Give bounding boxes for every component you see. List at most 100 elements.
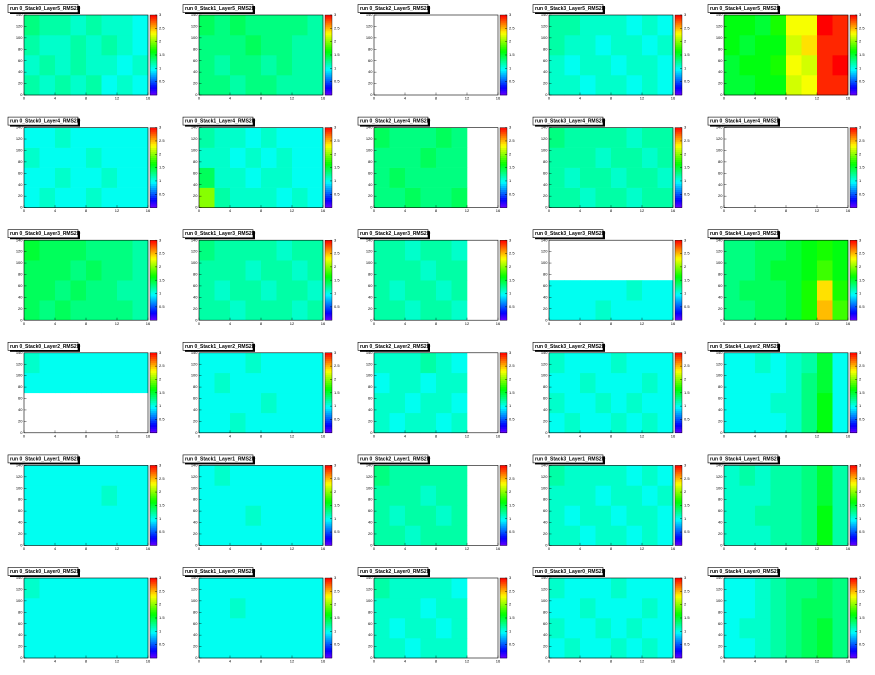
colorbar-band (500, 256, 507, 259)
colorbar-band (325, 384, 332, 388)
colorbar-band (675, 487, 682, 490)
colorbar-band (150, 519, 157, 522)
heat-cell (626, 638, 643, 659)
colorbar-band (325, 87, 332, 90)
colorbar-band (150, 527, 157, 530)
colorbar-band (150, 31, 157, 34)
heat-cell (832, 55, 849, 76)
colorbar-band (850, 422, 857, 426)
colorbar-band (850, 29, 857, 32)
colorbar-band (675, 167, 682, 170)
colorbar-tick-label: 1.5 (334, 52, 340, 57)
colorbar-band (500, 644, 507, 647)
colorbar-tick-label: 1.5 (509, 277, 515, 282)
colorbar-band (325, 479, 332, 482)
colorbar-band (325, 527, 332, 530)
heat-cell (24, 638, 40, 659)
colorbar-band (500, 370, 507, 374)
heat-cell (230, 187, 246, 208)
colorbar-band (850, 535, 857, 538)
x-tick-label: 8 (785, 208, 788, 213)
colorbar-band (150, 51, 157, 54)
heat-cell (214, 392, 231, 414)
heat-cell (755, 525, 771, 546)
x-tick-label: 0 (548, 659, 551, 664)
colorbar-band (675, 618, 682, 621)
colorbar-band (500, 290, 507, 293)
colorbar-band (500, 87, 507, 90)
colorbar-band (325, 163, 332, 166)
heat-cell (55, 280, 71, 301)
colorbar-band (325, 491, 332, 494)
heat-cell (39, 505, 56, 526)
heat-cell (755, 465, 771, 486)
colorbar-band (500, 497, 507, 500)
heat-cell (817, 352, 833, 374)
heat-cell (420, 525, 437, 546)
colorbar-band (675, 258, 682, 261)
y-tick-label: 40 (368, 69, 373, 74)
colorbar-band (500, 157, 507, 160)
heat-cell (374, 240, 390, 261)
heat-cell (420, 187, 437, 208)
heat-cell (70, 35, 87, 56)
colorbar-band (150, 89, 157, 92)
colorbar-band (150, 27, 157, 30)
colorbar-band (675, 412, 682, 416)
colorbar-band (850, 75, 857, 78)
heat-cell (117, 598, 133, 619)
heat-cell (70, 598, 87, 619)
y-tick-label: 20 (543, 418, 548, 423)
y-tick-label: 100 (16, 35, 23, 40)
colorbar-band (325, 390, 332, 394)
colorbar-band (675, 652, 682, 655)
colorbar-band (850, 362, 857, 366)
colorbar-band (500, 167, 507, 170)
colorbar-band (675, 612, 682, 615)
heat-cell (724, 35, 740, 56)
heat-cell (261, 618, 277, 639)
y-tick-label: 100 (16, 373, 23, 378)
heat-cell (657, 127, 674, 148)
heat-cell (24, 240, 40, 261)
heat-cell (801, 352, 818, 374)
colorbar-band (675, 422, 682, 426)
colorbar-band (850, 256, 857, 259)
colorbar-tick-label: 0.5 (334, 417, 340, 422)
colorbar-band (325, 596, 332, 599)
colorbar-tick-label: 2 (684, 602, 687, 607)
y-tick-label: 80 (718, 497, 723, 502)
colorbar-band (850, 33, 857, 36)
colorbar-band (150, 163, 157, 166)
heat-cell (276, 485, 293, 506)
colorbar-band (325, 519, 332, 522)
colorbar-band (675, 302, 682, 305)
colorbar-band (325, 127, 332, 130)
colorbar-band (150, 292, 157, 295)
colorbar-band (500, 306, 507, 309)
y-tick-label: 120 (16, 23, 23, 28)
heat-cell (832, 485, 849, 506)
colorbar-band (850, 646, 857, 649)
heat-cell (276, 280, 293, 301)
heat-cell (564, 35, 581, 56)
colorbar-band (850, 159, 857, 162)
colorbar-band (325, 509, 332, 512)
colorbar-band (150, 644, 157, 647)
heat-cell (770, 525, 787, 546)
colorbar-band (500, 596, 507, 599)
colorbar-band (150, 539, 157, 542)
colorbar-band (675, 620, 682, 623)
colorbar-band (325, 632, 332, 635)
heat-cell (626, 147, 643, 168)
colorbar-band (500, 402, 507, 406)
heat-cell (451, 485, 468, 506)
colorbar-band (325, 376, 332, 380)
x-tick-label: 4 (404, 321, 407, 326)
colorbar-band (325, 252, 332, 255)
x-tick-label: 0 (23, 96, 26, 101)
colorbar-band (850, 537, 857, 540)
y-tick-label: 20 (193, 531, 198, 536)
colorbar-band (850, 290, 857, 293)
y-tick-label: 60 (718, 170, 723, 175)
